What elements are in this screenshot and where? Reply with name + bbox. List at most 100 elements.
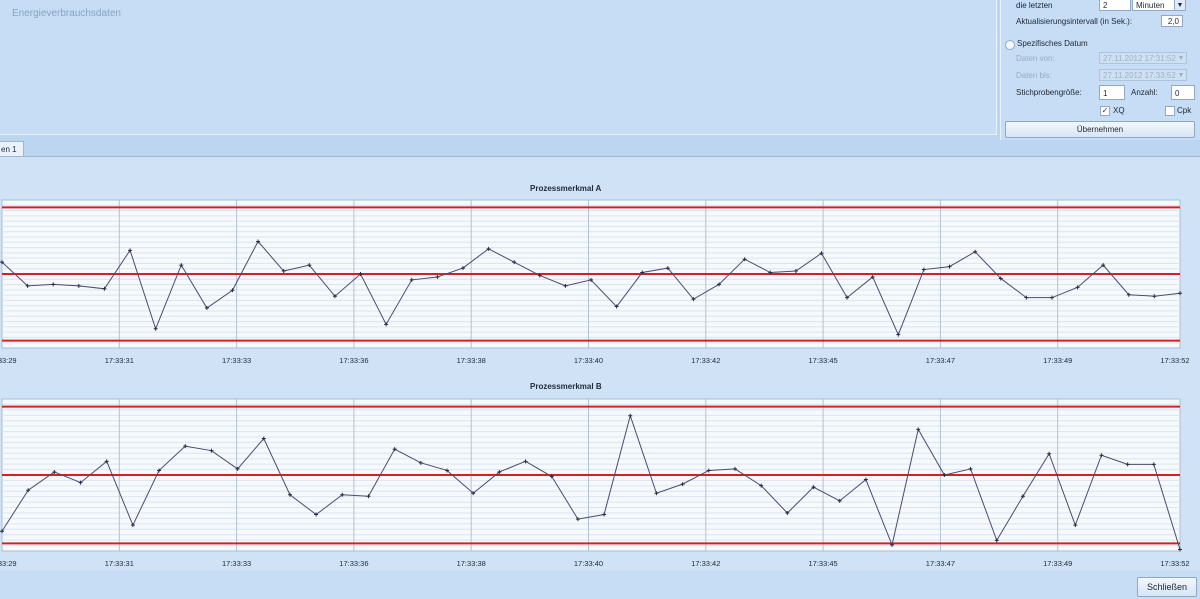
- cpk-checkbox[interactable]: [1165, 106, 1175, 116]
- chart-b-data-point: [366, 494, 371, 499]
- chart-b-data-point: [26, 488, 31, 493]
- chart-a-data-point: [1075, 285, 1080, 290]
- chart-b-data-point: [916, 427, 921, 432]
- footer-bar: Schließen: [0, 571, 1200, 599]
- chart-a-data-point: [973, 249, 978, 254]
- chart-b-data-point: [497, 469, 502, 474]
- settings-panel: die letzten 2 Minuten ▼ Aktualisierungsin…: [1000, 0, 1200, 140]
- chart-a-data-point: [384, 322, 389, 327]
- chart-a-data-point: [332, 294, 337, 299]
- panel-title: Energieverbrauchsdaten: [12, 8, 121, 19]
- chart-b-data-point: [261, 436, 266, 441]
- chart-b-x-tick-label: 17:33:40: [574, 559, 603, 568]
- close-button[interactable]: Schließen: [1137, 577, 1197, 597]
- chart-b-data-point: [1099, 453, 1104, 458]
- chart-b: 17:33:29 17:33:31 17:33:33 17:33:36 17:33:38…: [0, 398, 1190, 568]
- chart-a-data-point: [845, 295, 850, 300]
- chart-a-data-point: [460, 266, 465, 271]
- chart-a-data-point: [204, 306, 209, 311]
- chart-b-data-point: [968, 466, 973, 471]
- chart-a-title: Prozessmerkmal A: [530, 184, 602, 193]
- to-value-text: 27.11.2012 17:33:52: [1103, 71, 1176, 80]
- specific-date-radio[interactable]: [1005, 40, 1015, 50]
- chart-b-data-point: [392, 447, 397, 452]
- chart-a-data-point: [921, 267, 926, 272]
- chart-b-data-point: [785, 511, 790, 515]
- chart-a-data-point: [307, 263, 312, 268]
- specific-date-label: Spezifisches Datum: [1017, 39, 1088, 48]
- chart-a-data-point: [1101, 263, 1106, 268]
- chart-b-data-point: [575, 517, 580, 522]
- chart-b-data-point: [52, 469, 57, 474]
- sample-size-label: Stichprobengröße:: [1016, 88, 1082, 97]
- chart-a-data-point: [512, 260, 517, 265]
- chevron-down-icon: ▼: [1177, 72, 1185, 79]
- chart-b-data-point: [602, 512, 607, 517]
- chart-a-data-point: [947, 264, 952, 269]
- sample-size-field[interactable]: 1: [1099, 85, 1125, 100]
- chart-a-data-point: [1049, 295, 1054, 300]
- chart-a-x-tick-label: 17:33:36: [339, 356, 368, 365]
- chart-b-data-point: [759, 483, 764, 488]
- chart-b-data-point: [811, 485, 816, 490]
- chart-b-data-point: [130, 523, 135, 528]
- chart-a-data-point: [691, 297, 696, 302]
- chart-b-data-point: [1178, 547, 1182, 552]
- chart-b-title: Prozessmerkmal B: [530, 382, 602, 391]
- chart-a-data-point: [870, 274, 875, 279]
- chart-b-data-point: [654, 491, 659, 496]
- xq-checkbox[interactable]: ✓: [1100, 106, 1110, 116]
- chart-a-data-point: [153, 326, 158, 331]
- chart-a-data-point: [179, 263, 184, 268]
- cpk-label: Cpk: [1177, 106, 1192, 115]
- chart-a-data-point: [793, 269, 798, 274]
- chart-b-data-point: [994, 538, 999, 543]
- chart-b-data-point: [1125, 462, 1130, 467]
- count-label: Anzahl:: [1131, 88, 1158, 97]
- chart-a-data-point: [76, 283, 81, 288]
- chart-a-data-point: [102, 286, 107, 291]
- to-date-field[interactable]: 27.11.2012 17:33:52 ▼: [1099, 69, 1187, 81]
- chart-a-x-tick-label: 17:33:29: [0, 356, 17, 365]
- chart-b-data-point: [314, 512, 319, 517]
- chart-b-x-tick-label: 17:33:29: [0, 559, 17, 568]
- last-value-field[interactable]: 2: [1099, 0, 1131, 11]
- chart-a-x-tick-label: 17:33:40: [574, 356, 603, 365]
- chart-a-data-point: [896, 332, 901, 337]
- unit-select[interactable]: Minuten ▼: [1132, 0, 1186, 11]
- count-field[interactable]: 0: [1171, 85, 1195, 100]
- interval-field[interactable]: 2,0: [1161, 15, 1183, 27]
- chart-b-x-tick-label: 17:33:42: [691, 559, 720, 568]
- chart-a-data-point: [1152, 294, 1157, 299]
- last-label: die letzten: [1016, 1, 1053, 10]
- from-date-field[interactable]: 27.11.2012 17:31:52 ▼: [1099, 52, 1187, 64]
- chart-a-data-point: [281, 269, 286, 274]
- tab-1[interactable]: en 1: [0, 141, 24, 157]
- chart-b-data-point: [890, 542, 895, 547]
- chart-b-data-point: [287, 492, 292, 497]
- chart-b-data-point: [340, 492, 345, 497]
- chart-a-data-point: [640, 270, 645, 275]
- chart-b-data-point: [523, 459, 528, 464]
- chart-b-data-point: [732, 466, 737, 471]
- chart-a-x-tick-label: 17:33:52: [1160, 356, 1189, 365]
- chart-a-x-tick-label: 17:33:38: [457, 356, 486, 365]
- chart-b-data-point: [680, 482, 685, 487]
- chart-a-data-point: [819, 251, 824, 256]
- to-label: Daten bis:: [1016, 71, 1053, 80]
- chart-b-data-point: [1151, 462, 1156, 467]
- tab-label: en 1: [1, 145, 17, 154]
- chart-a-data-point: [717, 282, 722, 287]
- last-value-text: 2: [1103, 1, 1108, 10]
- chart-b-data-point: [706, 468, 711, 473]
- count-text: 0: [1175, 89, 1180, 98]
- chart-b-x-tick-label: 17:33:31: [105, 559, 134, 568]
- chart-b-data-point: [471, 491, 476, 496]
- chart-b-x-tick-label: 17:33:49: [1043, 559, 1072, 568]
- chart-a-data-point: [1126, 292, 1131, 297]
- interval-value-text: 2,0: [1167, 17, 1179, 26]
- apply-button[interactable]: Übernehmen: [1005, 121, 1195, 138]
- check-icon: ✓: [1101, 106, 1109, 115]
- chart-a-data-point: [230, 288, 235, 293]
- chart-b-data-point: [837, 498, 842, 503]
